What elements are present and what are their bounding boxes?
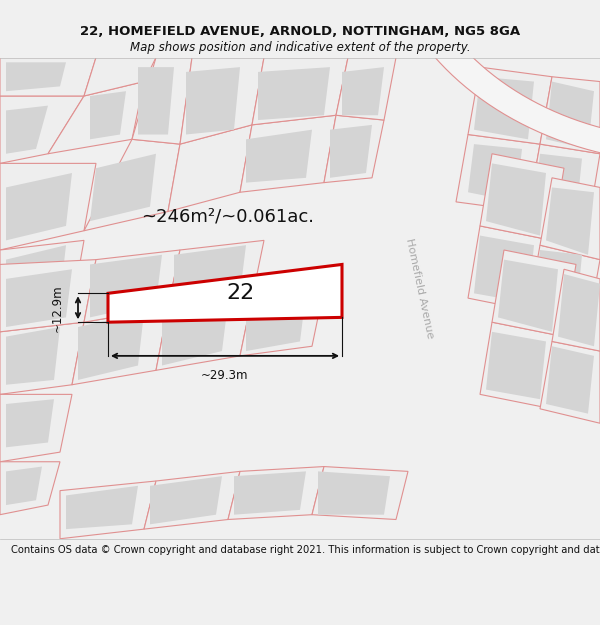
Polygon shape — [240, 115, 336, 192]
Text: ~246m²/~0.061ac.: ~246m²/~0.061ac. — [142, 208, 314, 225]
Polygon shape — [0, 163, 96, 250]
Polygon shape — [66, 486, 138, 529]
Polygon shape — [540, 177, 600, 259]
Polygon shape — [60, 481, 156, 539]
Polygon shape — [0, 462, 60, 515]
Polygon shape — [186, 67, 240, 134]
Polygon shape — [72, 308, 168, 385]
Polygon shape — [468, 144, 522, 202]
Polygon shape — [144, 274, 300, 318]
Polygon shape — [480, 322, 564, 409]
Polygon shape — [0, 394, 72, 462]
Polygon shape — [498, 259, 558, 332]
Polygon shape — [342, 67, 384, 115]
Polygon shape — [330, 125, 372, 177]
Polygon shape — [318, 471, 390, 515]
Polygon shape — [474, 77, 534, 139]
Polygon shape — [558, 274, 600, 346]
Text: 22: 22 — [226, 283, 254, 303]
Polygon shape — [78, 312, 144, 380]
Polygon shape — [6, 269, 72, 327]
Polygon shape — [552, 269, 600, 351]
Polygon shape — [0, 241, 84, 322]
Polygon shape — [138, 67, 174, 134]
Polygon shape — [240, 289, 324, 356]
Polygon shape — [480, 154, 564, 241]
Polygon shape — [456, 134, 540, 211]
Polygon shape — [6, 106, 48, 154]
Polygon shape — [144, 471, 240, 529]
Polygon shape — [174, 245, 246, 303]
Polygon shape — [6, 399, 54, 448]
Polygon shape — [6, 466, 42, 505]
Polygon shape — [486, 332, 546, 399]
Polygon shape — [108, 264, 342, 322]
Polygon shape — [324, 115, 384, 182]
Text: ~29.3m: ~29.3m — [201, 369, 249, 382]
Text: Homefield Avenue: Homefield Avenue — [404, 238, 436, 339]
Polygon shape — [540, 77, 600, 154]
Text: ~12.9m: ~12.9m — [50, 284, 64, 331]
Polygon shape — [336, 58, 396, 120]
Polygon shape — [6, 173, 72, 241]
Polygon shape — [546, 346, 594, 414]
Polygon shape — [132, 58, 192, 144]
Polygon shape — [252, 58, 348, 125]
Polygon shape — [0, 96, 84, 163]
Polygon shape — [474, 236, 534, 303]
Polygon shape — [180, 58, 264, 144]
Polygon shape — [90, 255, 162, 318]
Polygon shape — [258, 67, 330, 120]
Polygon shape — [84, 58, 156, 96]
Polygon shape — [0, 259, 96, 332]
Polygon shape — [6, 62, 66, 91]
Polygon shape — [468, 67, 552, 144]
Polygon shape — [468, 226, 552, 312]
Polygon shape — [534, 154, 582, 216]
Polygon shape — [156, 298, 252, 370]
Polygon shape — [48, 81, 144, 154]
Polygon shape — [540, 341, 600, 423]
Polygon shape — [6, 327, 60, 385]
Polygon shape — [0, 58, 96, 96]
Polygon shape — [528, 144, 600, 226]
Polygon shape — [90, 154, 156, 221]
Polygon shape — [312, 466, 408, 519]
Text: Contains OS data © Crown copyright and database right 2021. This information is : Contains OS data © Crown copyright and d… — [11, 545, 600, 555]
Polygon shape — [228, 466, 324, 519]
Polygon shape — [6, 245, 66, 312]
Polygon shape — [168, 125, 252, 211]
Polygon shape — [150, 476, 222, 524]
Polygon shape — [168, 241, 264, 308]
Polygon shape — [528, 245, 600, 327]
Polygon shape — [486, 163, 546, 236]
Polygon shape — [84, 139, 180, 231]
Polygon shape — [246, 129, 312, 182]
Polygon shape — [84, 250, 180, 322]
Polygon shape — [234, 471, 306, 515]
Polygon shape — [546, 188, 594, 255]
Text: 22, HOMEFIELD AVENUE, ARNOLD, NOTTINGHAM, NG5 8GA: 22, HOMEFIELD AVENUE, ARNOLD, NOTTINGHAM… — [80, 25, 520, 38]
Polygon shape — [246, 293, 306, 351]
Polygon shape — [546, 81, 594, 149]
Text: Map shows position and indicative extent of the property.: Map shows position and indicative extent… — [130, 41, 470, 54]
Polygon shape — [90, 91, 126, 139]
Polygon shape — [378, 0, 600, 163]
Polygon shape — [492, 250, 576, 337]
Polygon shape — [0, 322, 84, 394]
Polygon shape — [162, 303, 228, 366]
Polygon shape — [534, 250, 582, 318]
